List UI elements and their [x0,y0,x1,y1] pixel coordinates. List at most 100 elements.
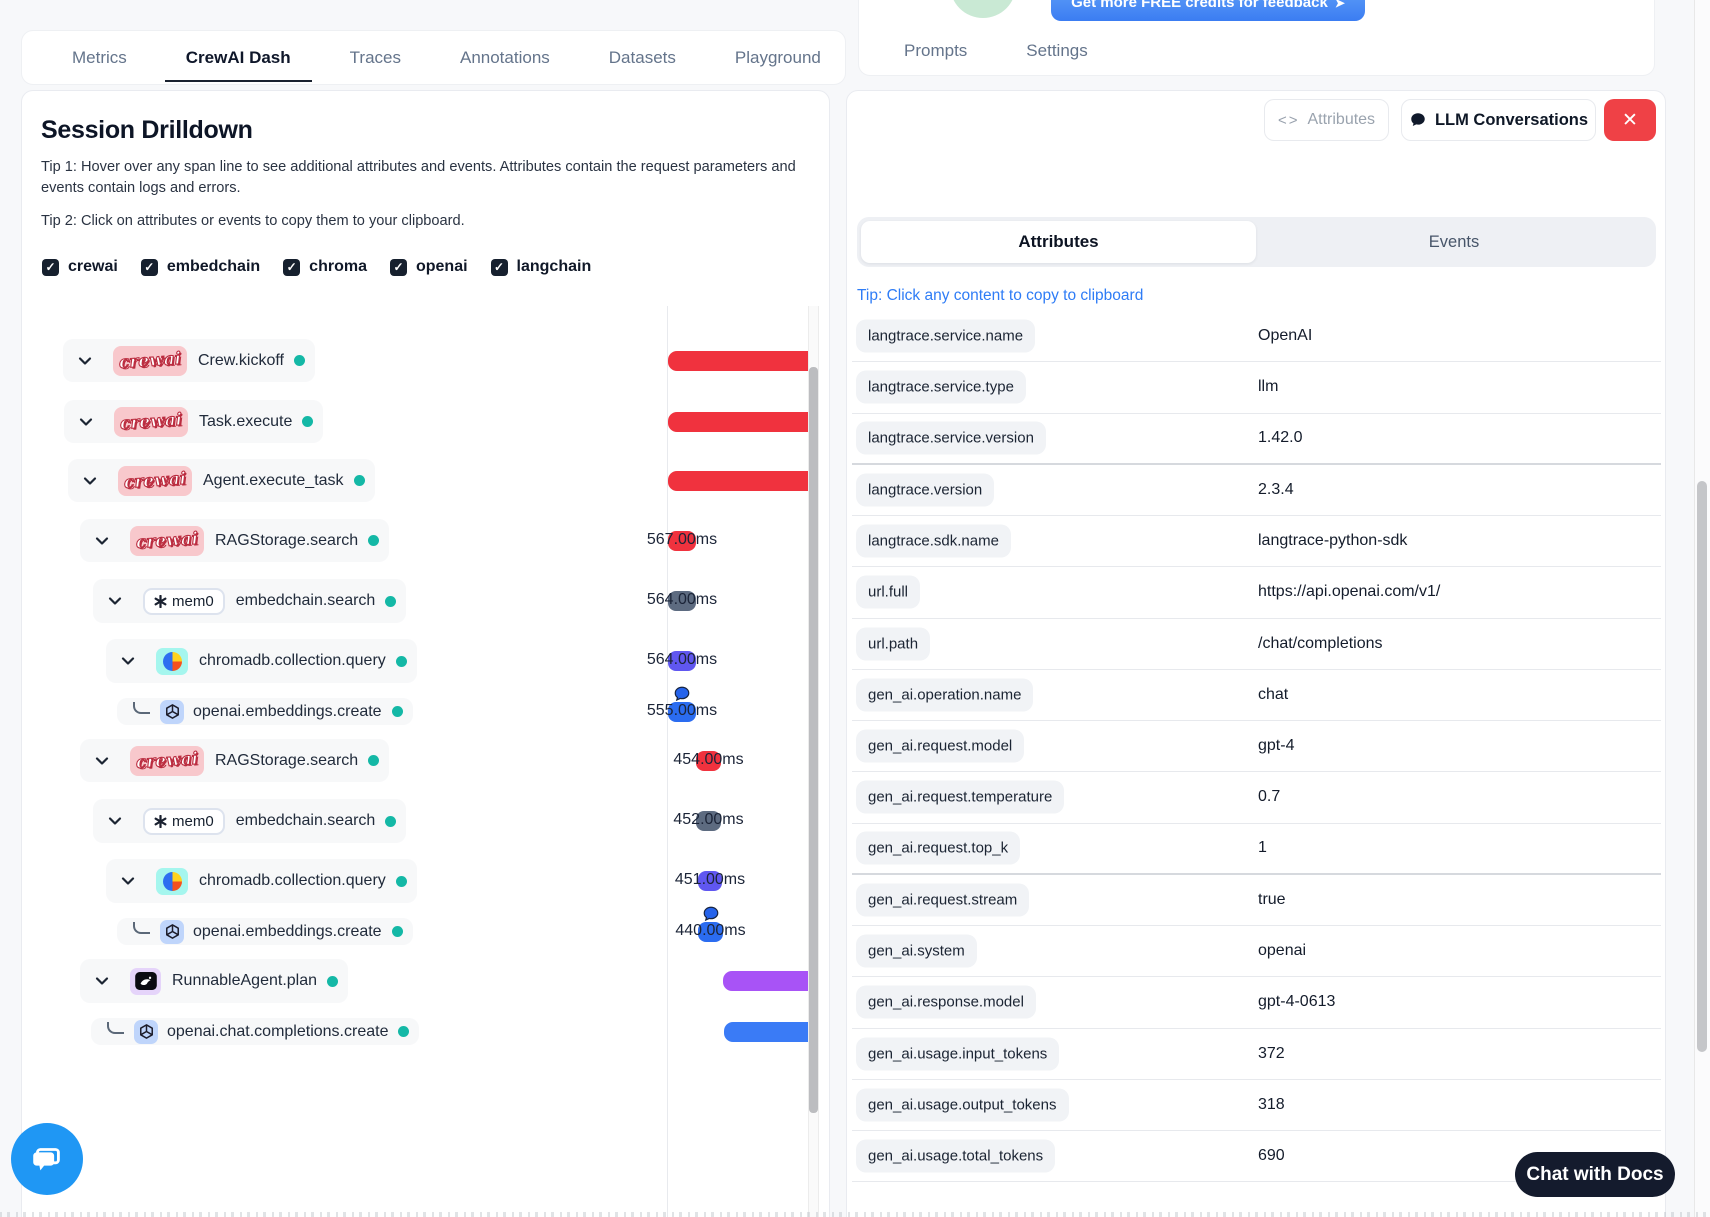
chevron-down-icon[interactable] [107,813,123,829]
tab-metrics[interactable]: Metrics [72,47,127,67]
attribute-value[interactable]: /chat/completions [1258,634,1383,652]
attribute-value[interactable]: 690 [1258,1147,1285,1165]
llm-conversations-button[interactable]: LLM Conversations [1401,99,1596,141]
chevron-down-icon[interactable] [77,353,93,369]
span-row[interactable]: openai.embeddings.create [117,918,413,945]
span-row[interactable]: crewai Agent.execute_task [68,459,375,502]
attribute-value[interactable]: llm [1258,378,1279,396]
filter-chroma[interactable]: ✓ chroma [283,258,367,276]
get-credits-button[interactable]: Get more FREE credits for feedback ➤ [1051,0,1365,21]
attribute-row[interactable]: langtrace.service.name OpenAI [852,311,1661,363]
attribute-value[interactable]: chat [1258,685,1289,703]
attribute-row[interactable]: gen_ai.usage.input_tokens 372 [852,1029,1661,1080]
timeline-bar[interactable] [668,411,809,432]
page-scrollbar-thumb[interactable] [1697,481,1707,1052]
checkbox-checked-icon[interactable]: ✓ [490,258,508,276]
chat-with-docs-button[interactable]: Chat with Docs [1515,1152,1675,1197]
attribute-row[interactable]: url.full https://api.openai.com/v1/ [852,567,1661,619]
span-row[interactable]: RunnableAgent.plan [80,959,349,1003]
tab-datasets[interactable]: Datasets [608,47,676,67]
attribute-key[interactable]: gen_ai.operation.name [856,678,1034,712]
attribute-value[interactable]: OpenAI [1258,327,1313,345]
attribute-row[interactable]: gen_ai.request.stream true [852,875,1661,926]
attribute-value[interactable]: gpt-4 [1258,737,1295,755]
attribute-row[interactable]: gen_ai.request.temperature 0.7 [852,772,1661,824]
attribute-value[interactable]: openai [1258,942,1307,960]
chevron-down-icon[interactable] [107,593,123,609]
chevron-down-icon[interactable] [94,973,110,989]
attribute-key[interactable]: langtrace.service.name [856,319,1036,353]
timeline-bar[interactable] [698,871,722,891]
attribute-row[interactable]: gen_ai.response.model gpt-4-0613 [852,977,1661,1029]
attribute-value[interactable]: https://api.openai.com/v1/ [1258,583,1441,601]
span-row[interactable]: crewai RAGStorage.search [80,519,390,562]
timeline-bar[interactable] [723,971,809,991]
checkbox-checked-icon[interactable]: ✓ [42,258,59,276]
attribute-row[interactable]: langtrace.service.type llm [852,362,1661,414]
attribute-key[interactable]: gen_ai.response.model [856,985,1036,1019]
chevron-down-icon[interactable] [120,873,136,889]
attribute-value[interactable]: langtrace-python-sdk [1258,532,1408,550]
tab-attributes[interactable]: Attributes [861,221,1256,263]
attribute-key[interactable]: gen_ai.request.temperature [856,780,1065,814]
tab-crewai-dash[interactable]: CrewAI Dash [164,47,312,82]
tab-annotations[interactable]: Annotations [459,47,550,67]
attribute-key[interactable]: gen_ai.request.stream [856,883,1030,917]
chevron-down-icon[interactable] [120,653,136,669]
attribute-key[interactable]: gen_ai.usage.total_tokens [856,1139,1056,1173]
attribute-key[interactable]: gen_ai.request.top_k [856,831,1021,865]
attribute-value[interactable]: 318 [1258,1095,1285,1113]
attribute-value[interactable]: gpt-4-0613 [1258,993,1336,1011]
tab-settings[interactable]: Settings [1026,41,1088,60]
span-row[interactable]: crewai RAGStorage.search [80,739,390,782]
attribute-value[interactable]: 0.7 [1258,788,1281,806]
attribute-row[interactable]: gen_ai.operation.name chat [852,670,1661,721]
chevron-down-icon[interactable] [82,473,98,489]
attribute-key[interactable]: langtrace.version [856,473,995,507]
tab-prompts[interactable]: Prompts [904,41,968,60]
timeline-bar[interactable] [668,651,696,671]
chevron-down-icon[interactable] [94,753,110,769]
chat-widget-button[interactable] [11,1123,83,1195]
attribute-value[interactable]: 372 [1258,1044,1285,1062]
span-row[interactable]: crewai Crew.kickoff [63,339,315,382]
filter-embedchain[interactable]: ✓ embedchain [140,258,260,276]
timeline-bar[interactable] [668,701,696,722]
filter-crewai[interactable]: ✓ crewai [42,258,118,276]
span-row[interactable]: crewai Task.execute [64,400,324,443]
timeline-bar[interactable] [668,530,696,551]
attribute-key[interactable]: langtrace.service.version [856,421,1046,455]
checkbox-checked-icon[interactable]: ✓ [283,258,301,276]
attribute-row[interactable]: gen_ai.request.top_k 1 [852,824,1661,875]
timeline-bar[interactable] [668,350,809,371]
attribute-value[interactable]: 1 [1258,839,1267,857]
timeline-bar[interactable] [668,591,696,611]
span-row[interactable]: openai.embeddings.create [117,698,413,725]
timeline-bar[interactable] [668,470,809,491]
attribute-value[interactable]: true [1258,890,1286,908]
chevron-down-icon[interactable] [78,414,94,430]
chevron-down-icon[interactable] [94,533,110,549]
filter-openai[interactable]: ✓ openai [389,258,468,276]
attributes-code-button[interactable]: <> Attributes [1264,99,1389,141]
filter-langchain[interactable]: ✓ langchain [490,258,591,276]
timeline-bar[interactable] [698,921,723,942]
attribute-row[interactable]: gen_ai.usage.output_tokens 318 [852,1080,1661,1131]
tab-traces[interactable]: Traces [349,47,401,67]
timeline-bar[interactable] [696,750,721,771]
timeline-bar[interactable] [724,1021,809,1042]
attribute-row[interactable]: gen_ai.request.model gpt-4 [852,721,1661,773]
tab-events[interactable]: Events [1428,232,1480,251]
tree-scrollbar-thumb[interactable] [809,367,818,1113]
attribute-key[interactable]: gen_ai.usage.input_tokens [856,1037,1060,1071]
span-row[interactable]: openai.chat.completions.create [91,1018,420,1045]
checkbox-checked-icon[interactable]: ✓ [389,258,407,276]
span-row[interactable]: mem0 embedchain.search [93,799,407,843]
attribute-row[interactable]: langtrace.version 2.3.4 [852,465,1661,516]
attribute-key[interactable]: langtrace.sdk.name [856,524,1011,558]
close-button[interactable]: ✕ [1604,99,1656,141]
attribute-row[interactable]: langtrace.service.version 1.42.0 [852,414,1661,465]
timeline-bar[interactable] [696,811,721,831]
span-row[interactable]: chromadb.collection.query [106,639,417,683]
attribute-row[interactable]: gen_ai.system openai [852,926,1661,978]
